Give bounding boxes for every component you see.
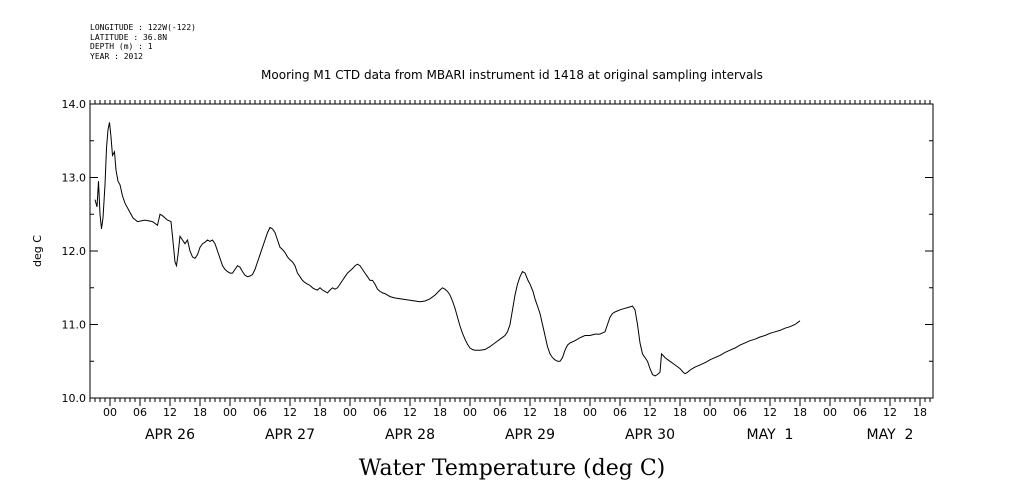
x-hour-label: 18 bbox=[793, 406, 807, 419]
plot-frame bbox=[89, 103, 934, 399]
x-day-label: APR 29 bbox=[505, 427, 555, 443]
x-day-label: MAY 2 bbox=[867, 427, 914, 443]
x-hour-label: 18 bbox=[193, 406, 207, 419]
y-tick-label: 12.0 bbox=[62, 245, 87, 258]
x-hour-label: 18 bbox=[553, 406, 567, 419]
y-tick-label: 13.0 bbox=[62, 172, 87, 185]
x-hour-label: 00 bbox=[463, 406, 477, 419]
x-hour-label: 06 bbox=[253, 406, 267, 419]
year-label: YEAR : 2012 bbox=[90, 51, 143, 61]
x-hour-label: 06 bbox=[373, 406, 387, 419]
y-tick-label: 10.0 bbox=[62, 392, 87, 405]
x-hour-label: 12 bbox=[763, 406, 777, 419]
plot-title: Mooring M1 CTD data from MBARI instrumen… bbox=[261, 68, 763, 82]
temperature-series-line bbox=[94, 122, 801, 377]
x-hour-label: 12 bbox=[643, 406, 657, 419]
x-hour-label: 12 bbox=[403, 406, 417, 419]
x-day-label: APR 27 bbox=[265, 427, 315, 443]
x-hour-label: 00 bbox=[343, 406, 357, 419]
x-hour-label: 12 bbox=[283, 406, 297, 419]
x-hour-label: 12 bbox=[883, 406, 897, 419]
x-hour-label: 12 bbox=[163, 406, 177, 419]
y-axis-label: deg C bbox=[31, 235, 44, 267]
x-day-label: APR 28 bbox=[385, 427, 435, 443]
x-hour-label: 00 bbox=[103, 406, 117, 419]
x-axis-label: Water Temperature (deg C) bbox=[359, 456, 666, 481]
longitude-label: LONGITUDE : 122W(-122) bbox=[90, 23, 196, 32]
x-day-label: APR 30 bbox=[625, 427, 675, 443]
depth-label: DEPTH (m) : 1 bbox=[90, 42, 153, 51]
x-hour-label: 18 bbox=[433, 406, 447, 419]
x-hour-label: 00 bbox=[823, 406, 837, 419]
x-axis: 00 06 12 18 00 06 12 18 00 06 12 18 00 06 12 18 00 06 12 18… bbox=[89, 100, 931, 443]
x-day-label: APR 26 bbox=[145, 427, 195, 443]
x-hour-label: 00 bbox=[223, 406, 237, 419]
x-hour-label: 06 bbox=[733, 406, 747, 419]
x-hour-label: 12 bbox=[523, 406, 537, 419]
y-axis: 10.0 11.0 12.0 13.0 14.0 bbox=[62, 98, 933, 405]
x-hour-label: 06 bbox=[613, 406, 627, 419]
x-hour-label: 18 bbox=[673, 406, 687, 419]
x-hour-label: 06 bbox=[853, 406, 867, 419]
latitude-label: LATITUDE : 36.8N bbox=[90, 32, 168, 42]
x-hour-label: 00 bbox=[583, 406, 597, 419]
x-day-label: MAY 1 bbox=[747, 427, 794, 443]
x-hour-label: 06 bbox=[493, 406, 507, 419]
x-hour-label: 18 bbox=[313, 406, 327, 419]
mooring-metadata: LONGITUDE : 122W(-122) LATITUDE : 36.8N DE… bbox=[90, 23, 196, 61]
x-hour-label: 18 bbox=[913, 406, 927, 419]
y-tick-label: 14.0 bbox=[62, 98, 87, 111]
x-hour-label: 06 bbox=[133, 406, 147, 419]
x-hour-label: 00 bbox=[703, 406, 717, 419]
y-tick-label: 11.0 bbox=[62, 319, 87, 332]
